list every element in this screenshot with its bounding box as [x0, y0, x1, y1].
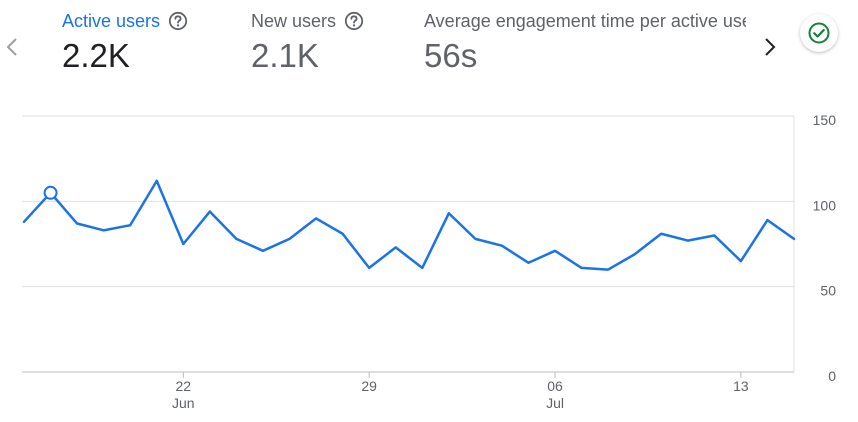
x-tick-label: 29	[361, 378, 377, 394]
data-point[interactable]	[340, 231, 346, 237]
data-point[interactable]	[180, 241, 186, 247]
data-point[interactable]	[287, 236, 293, 242]
data-point[interactable]	[472, 236, 478, 242]
help-circle-icon[interactable]	[168, 11, 188, 31]
data-point[interactable]	[685, 238, 691, 244]
x-tick-label: 06	[547, 378, 563, 394]
data-point[interactable]	[207, 209, 213, 215]
metric-label: New users	[251, 10, 337, 31]
check-circle-icon[interactable]	[800, 14, 838, 52]
data-point[interactable]	[764, 217, 770, 223]
chevron-right-icon[interactable]	[758, 35, 782, 59]
highlighted-data-point[interactable]	[43, 185, 58, 200]
data-point[interactable]	[552, 248, 558, 254]
metric-value: 56s	[424, 37, 478, 74]
data-point[interactable]	[579, 265, 585, 271]
help-circle-icon[interactable]	[344, 11, 364, 31]
metric-label: Average engagement time per active user	[424, 10, 746, 31]
series-line	[22, 179, 796, 271]
data-point[interactable]	[21, 219, 27, 225]
data-point[interactable]	[313, 215, 319, 221]
data-point[interactable]	[711, 232, 717, 238]
grid-lines	[22, 115, 795, 378]
data-point[interactable]	[419, 265, 425, 271]
x-tick-month-label: Jul	[546, 395, 564, 411]
data-point[interactable]	[658, 231, 664, 237]
data-point[interactable]	[446, 210, 452, 216]
data-point[interactable]	[632, 251, 638, 257]
data-point[interactable]	[154, 178, 160, 184]
metric-label: Active users	[62, 10, 161, 31]
metric-value: 2.1K	[251, 37, 319, 74]
y-tick-label: 0	[828, 368, 836, 384]
data-point[interactable]	[525, 260, 531, 266]
metric-tab-avg-engagement-time[interactable]: Average engagement time per active user …	[424, 8, 746, 76]
x-tick-label: 13	[733, 378, 749, 394]
data-point[interactable]	[499, 243, 505, 249]
data-point[interactable]	[393, 244, 399, 250]
metric-tab-new-users[interactable]: New users 2.1K	[251, 8, 364, 76]
metric-value: 2.2K	[62, 37, 130, 74]
x-tick-label: 22	[176, 378, 192, 394]
y-tick-label: 150	[813, 112, 837, 128]
data-point[interactable]	[605, 267, 611, 273]
data-point[interactable]	[366, 265, 372, 271]
data-point[interactable]	[260, 248, 266, 254]
data-point[interactable]	[791, 236, 797, 242]
chevron-left-icon[interactable]	[0, 35, 24, 59]
data-point[interactable]	[127, 222, 133, 228]
series-line-layer	[21, 178, 797, 273]
data-point[interactable]	[101, 227, 107, 233]
metric-tab-active-users[interactable]: Active users 2.2K	[62, 8, 188, 76]
data-point[interactable]	[74, 221, 80, 227]
data-point[interactable]	[738, 258, 744, 264]
x-tick-month-label: Jun	[172, 395, 195, 411]
y-tick-label: 100	[813, 197, 837, 213]
data-point[interactable]	[233, 236, 239, 242]
y-tick-label: 50	[820, 283, 836, 299]
